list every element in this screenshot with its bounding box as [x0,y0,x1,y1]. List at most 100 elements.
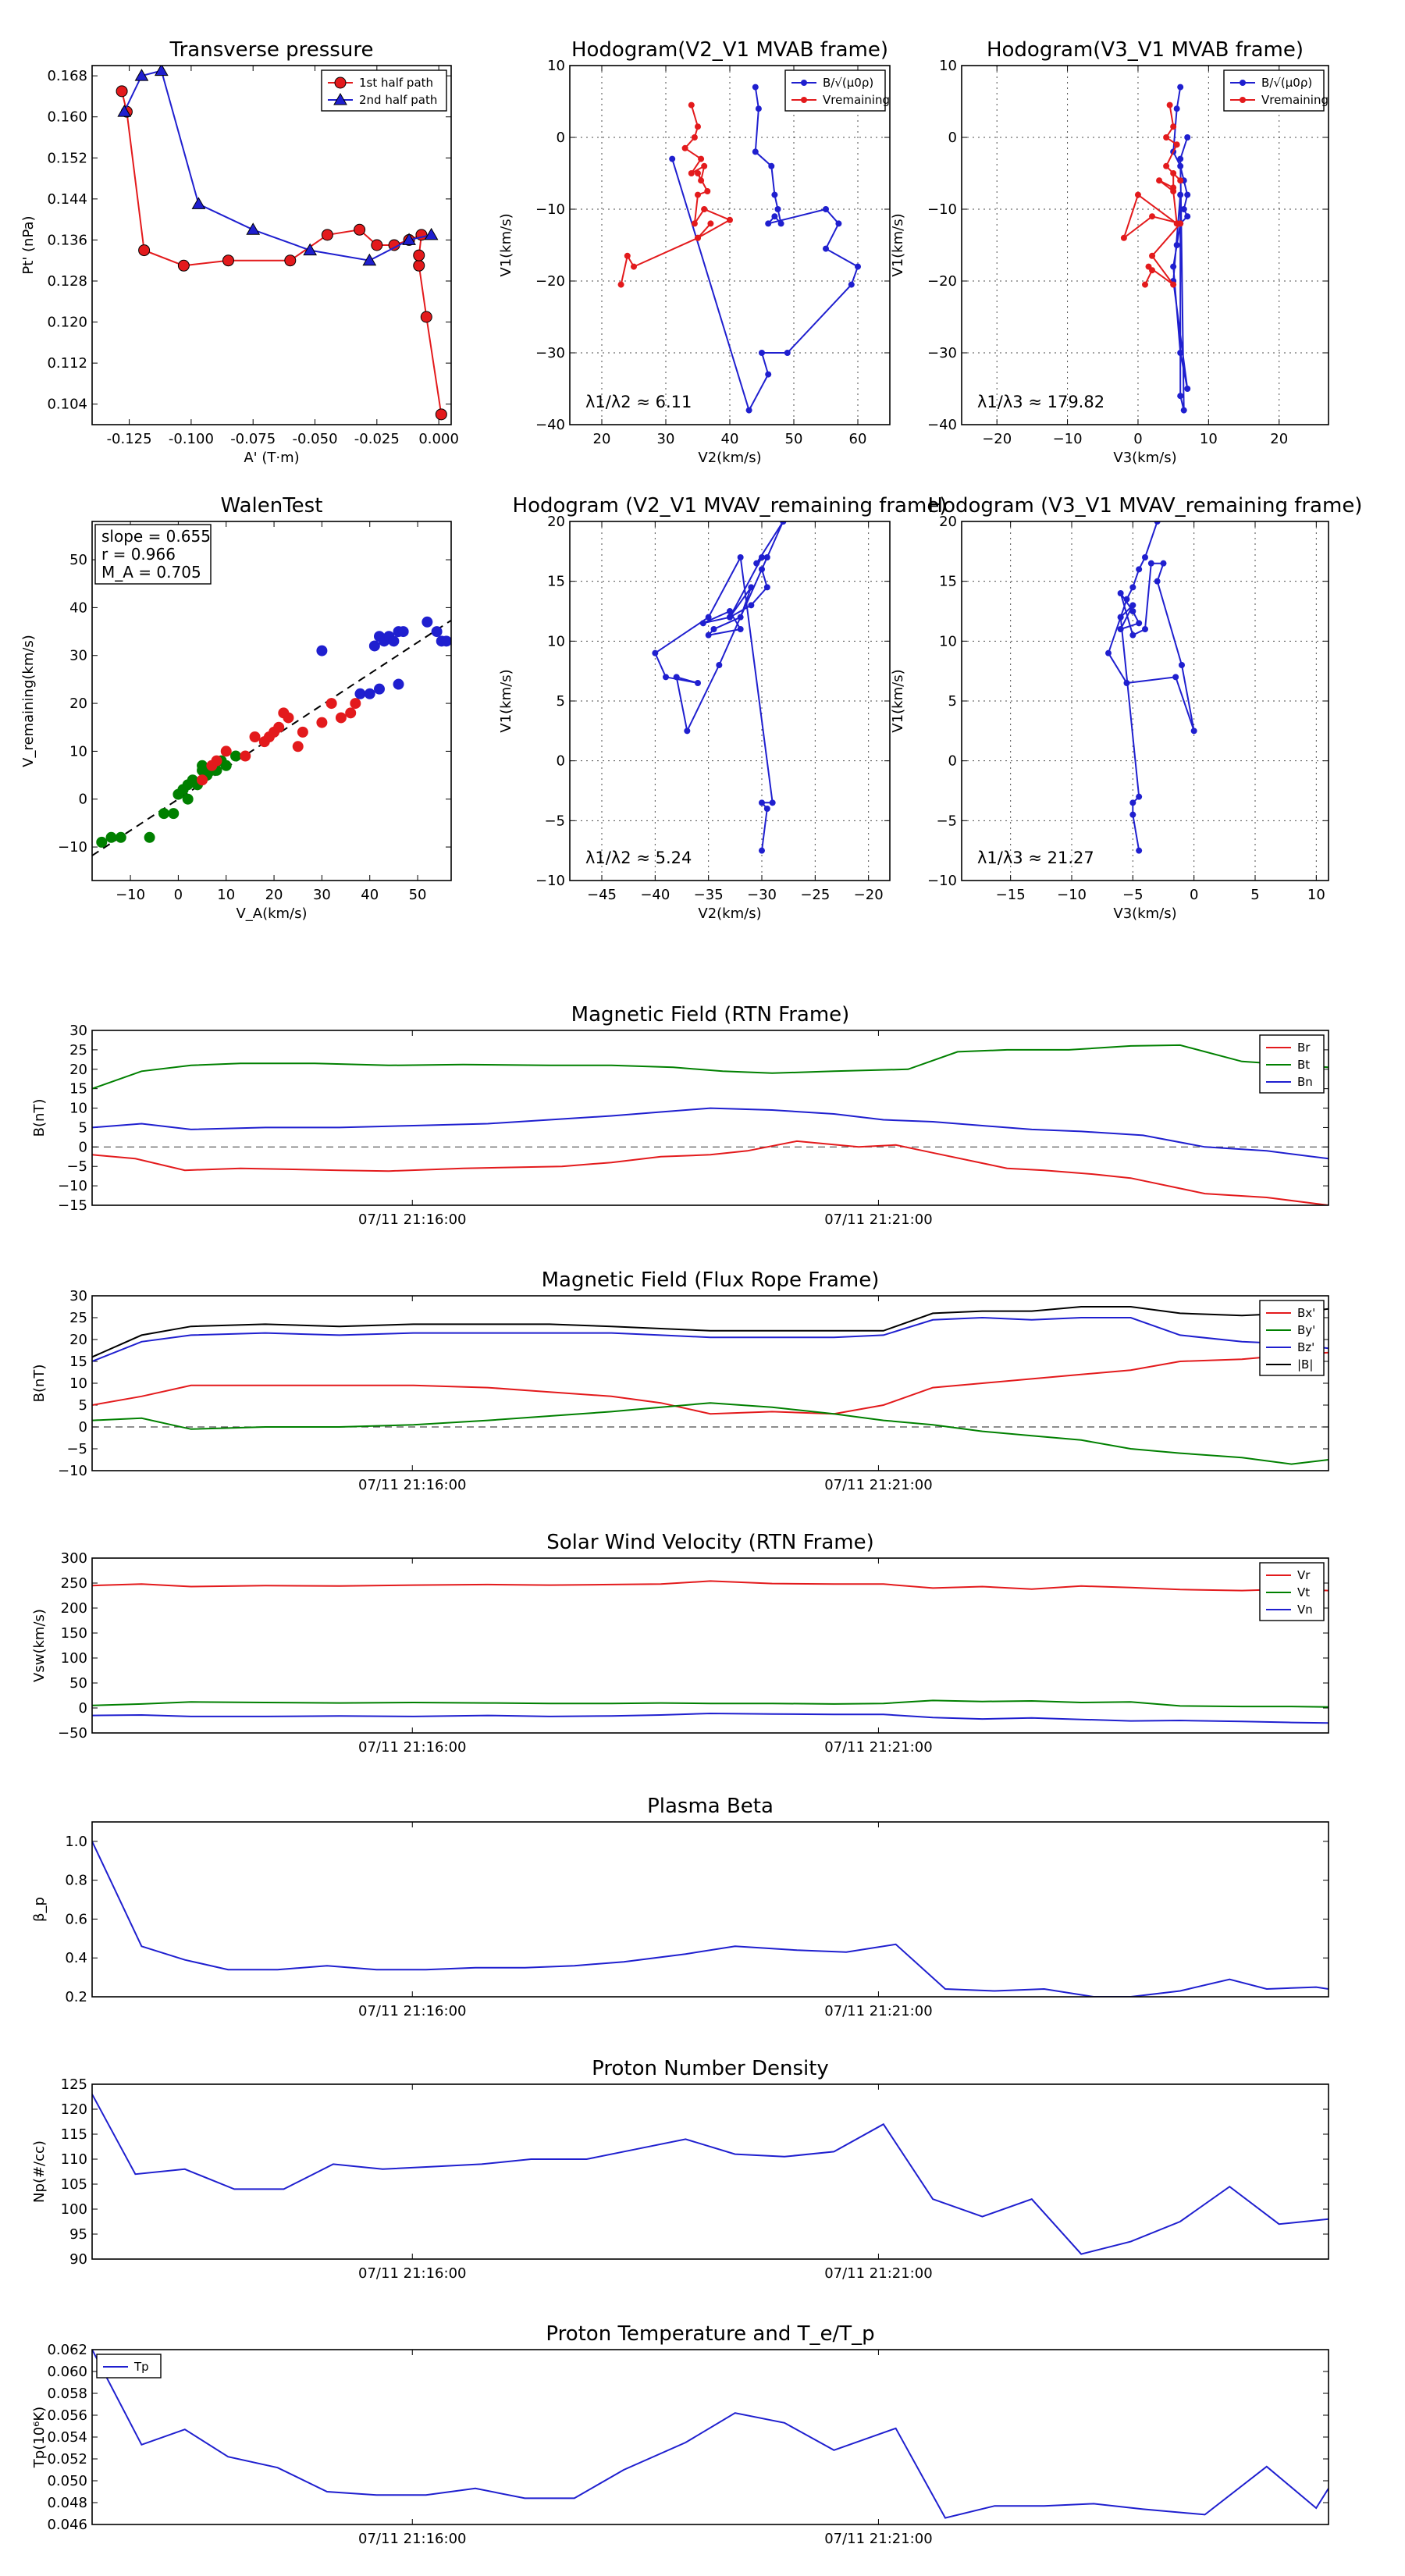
chart-ptemp: Proton Temperature and T_e/T_p 0.046 0.048… [31,2322,1329,2547]
data-point [413,259,425,272]
data-point [769,799,776,806]
y-tick-label: 0 [79,1419,87,1436]
data-point [1129,608,1136,614]
data-point [759,554,765,560]
data-point [705,614,712,621]
series--b- [92,1306,1329,1358]
data-point [1170,123,1177,130]
data-point [1117,626,1124,632]
y-tick-label: 0 [948,130,957,146]
series-line [92,1316,1329,1362]
x-tick-label: 20 [265,887,283,903]
plot-frame [569,521,891,881]
data-point [624,252,631,259]
chart-pnd: Proton Number Density 90 95 100 105 110 115 120… [31,2057,1329,2282]
legend: Bx' By' Bz' |B| [1259,1300,1325,1376]
series-bt [92,1044,1329,1090]
x-tick-label: 40 [721,431,739,447]
x-axis-label: V2(km/s) [698,906,761,922]
data-point [763,584,770,591]
data-point [422,616,433,628]
y-tick-label: 115 [61,2126,87,2143]
data-point [144,831,155,843]
data-point [691,134,698,141]
legend: Vr Vt Vn [1259,1562,1325,1621]
y-axis-label: V1(km/s) [498,213,514,276]
data-point [1180,407,1187,414]
y-tick-label: 90 [69,2251,87,2268]
x-tick-label: −20 [982,431,1012,447]
y-axis-label: B(nT) [31,1364,48,1403]
data-point [1160,560,1167,567]
series-line [1107,521,1195,851]
chart-sw: Solar Wind Velocity (RTN Frame) −50 0 50 100… [31,1531,1329,1756]
y-tick-label: −5 [66,1441,87,1457]
eigen-ratio-label: λ1/λ3 ≈ 179.82 [977,393,1104,411]
plot-area [92,616,451,856]
data-point [705,632,712,639]
plot-frame [91,1030,1329,1206]
data-point [1177,393,1184,400]
data-point [1154,578,1161,585]
series-group3 [316,616,451,699]
data-point [284,254,297,267]
series-group2 [197,698,361,786]
x-tick-label: 07/11 21:16:00 [358,1739,466,1756]
data-point [763,554,770,560]
x-tick-label: 30 [657,431,675,447]
series-vn [92,1712,1329,1724]
chart-h1: Hodogram(V2_V1 MVAB frame) −40 −30 −20 −10 0 1… [498,38,891,466]
y-axis-label: Vsw(km/s) [31,1609,48,1682]
data-point [695,191,701,198]
legend-marker [1240,97,1246,103]
legend-label: Bx' [1297,1306,1315,1320]
legend-marker [1240,80,1246,86]
x-tick-label: 50 [409,887,427,903]
y-tick-label: −40 [535,417,565,433]
data-point [371,239,383,251]
y-axis-label: V1(km/s) [890,213,906,276]
data-point [1136,620,1143,627]
legend-label: B/√(μ0ρ) [1261,76,1312,90]
data-point [1177,162,1184,169]
data-point [105,831,117,843]
y-tick-label: 40 [69,600,87,616]
series-vremaining [1120,101,1184,288]
y-tick-label: 15 [69,1081,87,1098]
data-point [1170,170,1177,176]
x-tick-label: 20 [593,431,611,447]
x-tick-label: 0 [174,887,183,903]
y-tick-label: 10 [939,633,957,649]
data-point [1170,263,1177,270]
y-tick-label: −10 [58,1178,87,1194]
y-tick-label: 0.058 [47,2386,87,2402]
data-point [1149,213,1156,220]
legend-label: Vt [1297,1585,1310,1599]
data-point [397,626,409,638]
data-point [191,197,206,209]
series-bn [92,1107,1329,1160]
data-point [1190,728,1197,735]
chart-pb: Plasma Beta 0.2 0.4 0.6 0.8 1.0 07/11 21:16:00… [31,1795,1329,2019]
chart-title: Plasma Beta [647,1795,774,1818]
chart-mf_fr: Magnetic Field (Flux Rope Frame) −10 −5 0 5 1… [31,1268,1329,1493]
data-point [698,155,705,162]
data-point [663,674,669,681]
y-tick-label: 30 [69,1288,87,1304]
x-tick-label: 10 [1307,887,1325,903]
data-point [420,311,432,323]
data-point [748,584,755,591]
y-tick-label: −30 [927,345,957,361]
data-point [835,220,842,227]
x-tick-label: −35 [694,887,724,903]
legend-box [784,69,886,112]
legend-marker [334,76,347,89]
data-point [759,566,765,573]
y-tick-label: 5 [79,1397,87,1414]
series-line [620,105,732,285]
data-point [325,698,337,710]
data-point [774,206,781,212]
x-tick-label: 0 [1190,887,1198,903]
y-tick-label: −5 [544,813,565,829]
x-tick-label: 40 [361,887,379,903]
